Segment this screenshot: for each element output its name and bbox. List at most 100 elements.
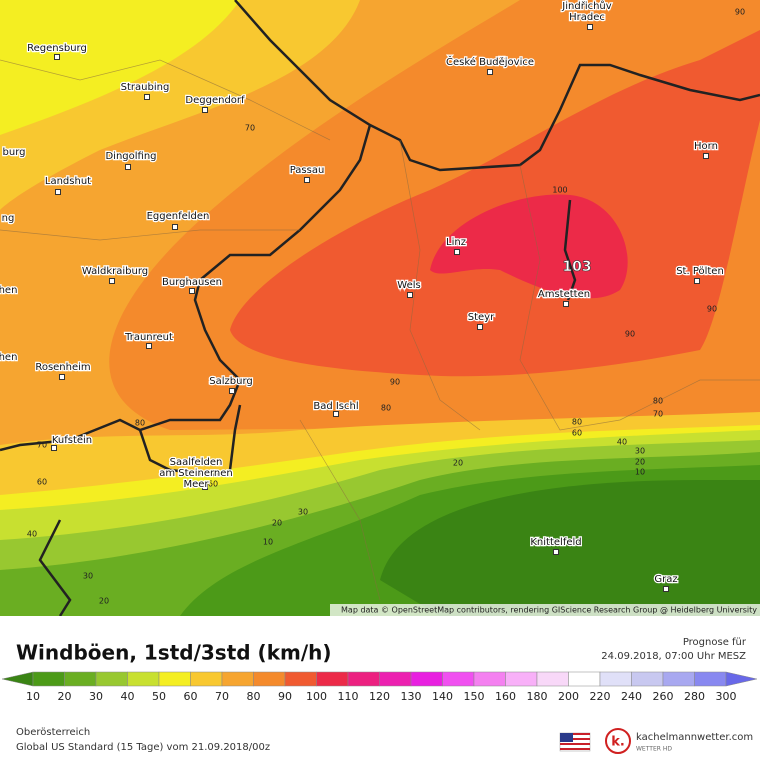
city-label: Steyr [468,312,495,323]
city-label: ng [2,213,15,224]
legend-label: 180 [527,690,548,703]
city-marker [202,484,208,490]
legend-label: 20 [58,690,72,703]
city-marker [172,224,178,230]
legend-label: 100 [306,690,327,703]
city-marker [703,153,709,159]
city-label: Jindřichův [561,0,611,12]
contour-label: 60 [208,480,218,489]
city-marker [663,586,669,592]
contour-label: 60 [572,429,582,438]
legend-label: 10 [26,690,40,703]
city-marker [189,288,195,294]
color-segment [662,671,695,687]
legend-label: 300 [716,690,737,703]
color-segment [190,671,223,687]
city-marker [51,445,57,451]
color-segment [505,671,538,687]
contour-label: 20 [99,597,109,606]
city-marker [55,189,61,195]
city-label: Hradec [569,12,605,23]
city-label: Saalfelden [170,457,223,468]
color-bar: 10 20 30 40 50 60 70 80 90 100 110 120 130 140 150 160 1… [1,671,758,703]
attribution: Map data © OpenStreetMap contributors, r… [341,606,757,615]
city-marker [587,24,593,30]
color-segment [64,671,97,687]
contour-label: 80 [135,419,145,428]
region: Oberösterreich [16,727,90,738]
city-label: Bad Ischl [313,401,358,412]
city-marker [202,107,208,113]
city-label: St. Pölten [676,266,724,277]
city-marker [109,278,115,284]
contour-label: 90 [390,378,400,387]
legend-label: 200 [558,690,579,703]
city-label: Graz [654,574,677,585]
legend-title: Windböen, 1std/3std (km/h) [16,641,332,665]
contour-label: 70 [245,124,255,133]
color-segment [95,671,128,687]
city-label: Straubing [121,82,170,93]
city-label: Passau [290,165,325,176]
color-segment [253,671,286,687]
city-marker [694,278,700,284]
city-label: Regensburg [27,43,87,54]
city-marker [333,411,339,417]
color-segment [410,671,443,687]
color-segment [127,671,160,687]
city-label: Knittelfeld [530,537,581,548]
legend-label: 110 [338,690,359,703]
city-label: Burghausen [162,277,222,288]
brand-sub: WETTER HD [636,746,672,753]
city-marker [146,343,152,349]
color-segment [442,671,475,687]
color-segment [158,671,191,687]
legend-label: 130 [401,690,422,703]
color-segment [631,671,664,687]
color-segment [32,671,65,687]
city-marker [304,177,310,183]
color-segment [316,671,349,687]
city-label: Landshut [45,176,91,187]
contour-label: 30 [635,447,645,456]
contour-label: 90 [707,305,717,314]
city-label: Dingolfing [105,151,156,162]
city-marker [563,301,569,307]
brand: kachelmannwetter.com [636,732,753,743]
contour-label: 40 [27,530,37,539]
model: Global US Standard (15 Tage) vom 21.09.2… [16,742,270,753]
forecast-label: Prognose für [683,637,747,648]
city-marker [454,249,460,255]
contour-label: 70 [37,441,47,450]
city-label: Meer [183,479,209,490]
district-lines [0,59,760,601]
city-label: Wels [397,280,420,291]
color-segment [284,671,317,687]
city-marker [229,388,235,394]
city-label: Amstetten [538,289,590,300]
color-segment [473,671,506,687]
legend-label: 160 [495,690,516,703]
legend-label: 150 [464,690,485,703]
forecast-time: 24.09.2018, 07:00 Uhr MESZ [601,651,746,662]
contour-label: 20 [272,519,282,528]
legend-label: 30 [89,690,103,703]
city-label: burg [3,147,26,158]
field-below-10 [380,480,760,616]
city-label: hen [0,285,17,296]
color-segment [694,671,727,687]
contour-label: 30 [83,572,93,581]
svg-text:k.: k. [611,735,625,750]
max-label: 103 [562,259,591,275]
color-segment [379,671,412,687]
city-label: am Steinernen [159,468,233,479]
city-marker [59,374,65,380]
city-label: Salzburg [209,376,252,387]
city-label: České Budějovice [446,55,534,68]
city-label: Deggendorf [185,95,245,106]
logo: k. [605,728,631,754]
color-segment [221,671,254,687]
color-segment [568,671,601,687]
